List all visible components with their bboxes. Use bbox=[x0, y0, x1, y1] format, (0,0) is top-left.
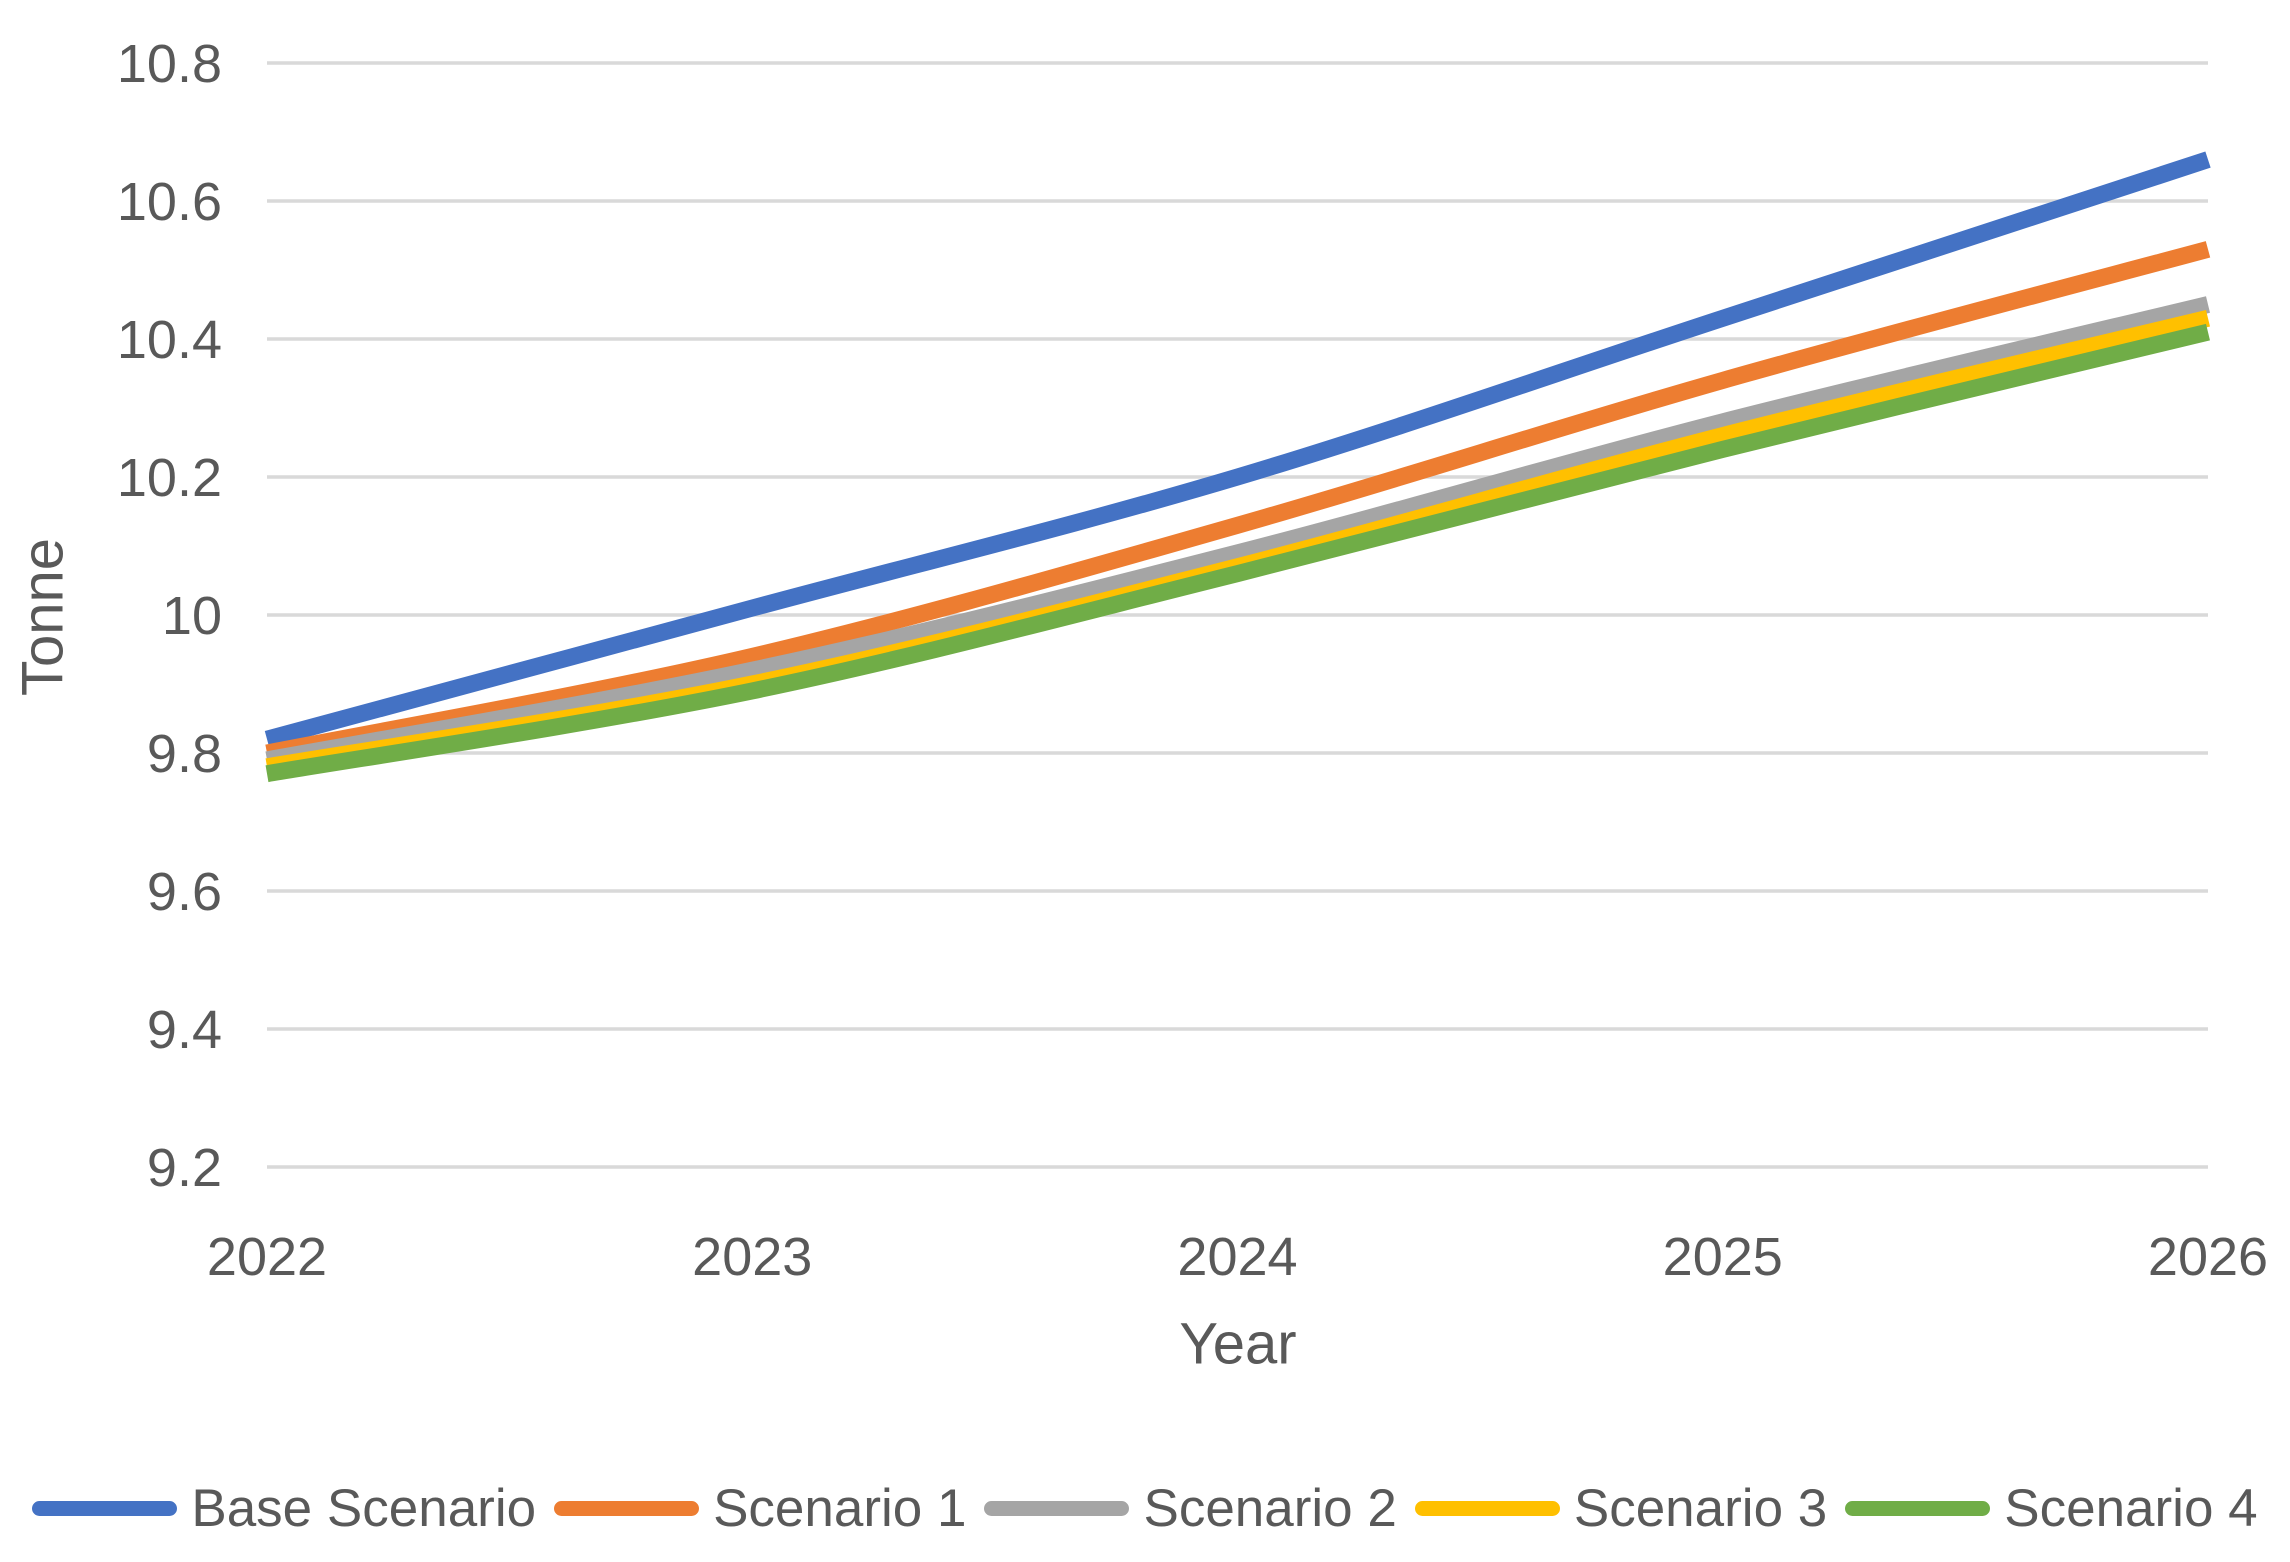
y-tick-label: 10.2 bbox=[117, 448, 222, 508]
legend-swatch-icon bbox=[984, 1500, 1130, 1516]
series-line-scenario-4 bbox=[265, 323, 2210, 783]
y-tick-label: 10.6 bbox=[117, 172, 222, 232]
series-line-scenario-1 bbox=[265, 241, 2211, 762]
y-tick-label: 9.2 bbox=[147, 1138, 222, 1198]
legend-label: Scenario 4 bbox=[2004, 1478, 2258, 1538]
legend-item-scenario-3: Scenario 3 bbox=[1414, 1478, 1828, 1539]
legend-label: Scenario 1 bbox=[713, 1478, 967, 1538]
y-axis-title: Tonne bbox=[10, 537, 76, 697]
legend-item-scenario-4: Scenario 4 bbox=[1845, 1478, 2258, 1539]
x-tick-label: 2025 bbox=[1663, 1227, 1783, 1287]
x-tick-label: 2023 bbox=[692, 1227, 812, 1287]
legend-swatch-icon bbox=[554, 1500, 700, 1516]
legend-item-base-scenario: Base Scenario bbox=[32, 1478, 536, 1539]
legend-label: Scenario 3 bbox=[1573, 1478, 1828, 1538]
y-tick-label: 9.6 bbox=[147, 862, 222, 922]
y-tick-label: 9.4 bbox=[147, 1000, 222, 1060]
y-tick-label: 10 bbox=[162, 586, 222, 646]
legend-label: Scenario 2 bbox=[1143, 1478, 1397, 1538]
x-axis-title: Year bbox=[1179, 1311, 1297, 1377]
series-line-base-scenario bbox=[264, 151, 2211, 748]
legend-label: Base Scenario bbox=[191, 1478, 537, 1538]
legend-swatch-icon bbox=[32, 1500, 178, 1516]
legend-swatch-icon bbox=[1845, 1500, 1991, 1516]
x-tick-label: 2024 bbox=[1177, 1227, 1297, 1287]
legend-swatch-icon bbox=[1414, 1500, 1560, 1516]
y-tick-label: 10.8 bbox=[117, 34, 222, 94]
x-tick-label: 2022 bbox=[207, 1227, 327, 1287]
legend-item-scenario-1: Scenario 1 bbox=[554, 1478, 966, 1539]
y-tick-label: 9.8 bbox=[147, 724, 222, 784]
legend-item-scenario-2: Scenario 2 bbox=[984, 1478, 1397, 1539]
legend: Base Scenario Scenario 1 Scenario 2 Scenari… bbox=[0, 1472, 2290, 1544]
series-line-scenario-2 bbox=[265, 296, 2210, 769]
x-tick-label: 2026 bbox=[2148, 1227, 2268, 1287]
y-tick-label: 10.4 bbox=[117, 310, 222, 370]
